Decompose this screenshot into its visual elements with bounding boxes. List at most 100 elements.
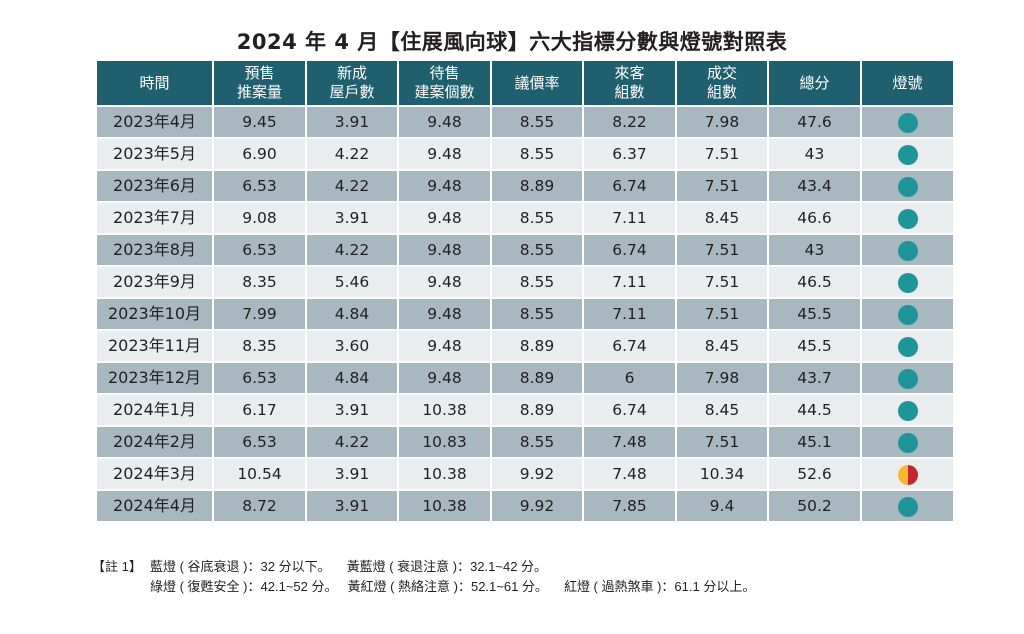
cell-deals: 7.51 <box>675 233 769 267</box>
note-yellow-red: 黃紅燈 ( 熱絡注意 )：52.1~61 分。 <box>347 579 548 594</box>
cell-unsold-projects: 10.38 <box>397 393 492 427</box>
cell-presale-volume: 6.90 <box>212 137 307 171</box>
cell-bargain-rate: 8.55 <box>490 233 584 267</box>
cell-deals: 8.45 <box>675 393 769 427</box>
column-header: 新成 屋戶數 <box>305 59 399 107</box>
cell-presale-volume: 6.53 <box>212 425 307 459</box>
notes-line-1: 【註 1】 藍燈 ( 谷底衰退 )：32 分以下。 黃藍燈 ( 衰退注意 )：32.… <box>92 557 755 577</box>
cell-unsold-projects: 10.38 <box>397 457 492 491</box>
cell-visitors: 7.11 <box>582 265 677 299</box>
cell-presale-volume: 6.53 <box>212 169 307 203</box>
cell-light <box>860 105 955 139</box>
cell-total: 43.4 <box>767 169 862 203</box>
cell-total: 43.7 <box>767 361 862 395</box>
table-row: 2023年7月 9.08 3.91 9.48 8.55 7.11 8.45 46.6 <box>95 201 955 235</box>
blue-light-icon <box>897 240 918 261</box>
blue-light-icon <box>897 400 918 421</box>
note-green: 綠燈 ( 復甦安全 )：42.1~52 分。 <box>150 579 338 594</box>
table-header-row: 時間 預售 推案量 新成 屋戶數 待售 建案個數 議價率 來客 組數 成交 組數 總分 燈號 <box>95 59 955 107</box>
cell-presale-volume: 8.72 <box>212 489 307 523</box>
table-row: 2023年8月 6.53 4.22 9.48 8.55 6.74 7.51 43 <box>95 233 955 267</box>
cell-unsold-projects: 9.48 <box>397 233 492 267</box>
column-header-line: 燈號 <box>892 73 923 92</box>
column-header-line: 總分 <box>799 73 830 92</box>
column-header-line: 來客 <box>614 64 645 82</box>
cell-bargain-rate: 8.55 <box>490 425 584 459</box>
cell-unsold-projects: 9.48 <box>397 201 492 235</box>
cell-light <box>860 201 955 235</box>
cell-visitors: 6.37 <box>582 137 677 171</box>
column-header: 燈號 <box>860 59 955 107</box>
column-header: 來客 組數 <box>582 59 677 107</box>
yellow-red-light-icon <box>897 464 918 485</box>
cell-month: 2023年10月 <box>95 297 214 331</box>
cell-new-units: 4.22 <box>305 233 399 267</box>
table-row: 2023年9月 8.35 5.46 9.48 8.55 7.11 7.51 46.5 <box>95 265 955 299</box>
cell-month: 2024年3月 <box>95 457 214 491</box>
cell-unsold-projects: 9.48 <box>397 137 492 171</box>
cell-light <box>860 361 955 395</box>
cell-unsold-projects: 10.83 <box>397 425 492 459</box>
cell-unsold-projects: 9.48 <box>397 169 492 203</box>
cell-bargain-rate: 8.89 <box>490 329 584 363</box>
table-row: 2023年12月 6.53 4.84 9.48 8.89 6 7.98 43.7 <box>95 361 955 395</box>
blue-light-icon <box>897 272 918 293</box>
table-row: 2023年10月 7.99 4.84 9.48 8.55 7.11 7.51 45.5 <box>95 297 955 331</box>
notes-label: 【註 1】 <box>92 559 142 574</box>
column-header: 總分 <box>767 59 862 107</box>
cell-month: 2023年12月 <box>95 361 214 395</box>
cell-total: 44.5 <box>767 393 862 427</box>
cell-bargain-rate: 8.89 <box>490 393 584 427</box>
column-header: 成交 組數 <box>675 59 769 107</box>
cell-total: 45.1 <box>767 425 862 459</box>
cell-presale-volume: 10.54 <box>212 457 307 491</box>
cell-total: 46.5 <box>767 265 862 299</box>
cell-visitors: 6 <box>582 361 677 395</box>
cell-bargain-rate: 8.55 <box>490 105 584 139</box>
blue-light-icon <box>897 304 918 325</box>
cell-month: 2023年11月 <box>95 329 214 363</box>
cell-presale-volume: 6.53 <box>212 233 307 267</box>
cell-deals: 7.51 <box>675 265 769 299</box>
notes-line-2: 綠燈 ( 復甦安全 )：42.1~52 分。 黃紅燈 ( 熱絡注意 )：52.1~… <box>92 577 755 597</box>
cell-new-units: 4.22 <box>305 169 399 203</box>
table-row: 2024年1月 6.17 3.91 10.38 8.89 6.74 8.45 44.5 <box>95 393 955 427</box>
column-header-line: 待售 <box>429 64 460 82</box>
cell-total: 43 <box>767 233 862 267</box>
cell-bargain-rate: 8.55 <box>490 265 584 299</box>
cell-total: 45.5 <box>767 329 862 363</box>
table-row: 2024年4月 8.72 3.91 10.38 9.92 7.85 9.4 50.2 <box>95 489 955 523</box>
cell-deals: 7.98 <box>675 105 769 139</box>
cell-visitors: 6.74 <box>582 329 677 363</box>
cell-visitors: 7.85 <box>582 489 677 523</box>
cell-unsold-projects: 10.38 <box>397 489 492 523</box>
blue-light-icon <box>897 208 918 229</box>
blue-light-icon <box>897 432 918 453</box>
table-row: 2023年11月 8.35 3.60 9.48 8.89 6.74 8.45 45.5 <box>95 329 955 363</box>
cell-unsold-projects: 9.48 <box>397 361 492 395</box>
table-row: 2023年5月 6.90 4.22 9.48 8.55 6.37 7.51 43 <box>95 137 955 171</box>
table-row: 2024年2月 6.53 4.22 10.83 8.55 7.48 7.51 45.1 <box>95 425 955 459</box>
cell-month: 2023年7月 <box>95 201 214 235</box>
note-yellow-blue: 黃藍燈 ( 衰退注意 )：32.1~42 分。 <box>346 559 548 574</box>
cell-new-units: 4.22 <box>305 137 399 171</box>
cell-deals: 7.51 <box>675 425 769 459</box>
cell-light <box>860 489 955 523</box>
cell-new-units: 3.91 <box>305 105 399 139</box>
column-header-line: 屋戶數 <box>329 83 375 101</box>
cell-presale-volume: 8.35 <box>212 329 307 363</box>
cell-month: 2024年4月 <box>95 489 214 523</box>
table-row: 2023年6月 6.53 4.22 9.48 8.89 6.74 7.51 43.4 <box>95 169 955 203</box>
cell-light <box>860 137 955 171</box>
column-header-line: 新成 <box>336 64 367 82</box>
table-row: 2023年4月 9.45 3.91 9.48 8.55 8.22 7.98 47.6 <box>95 105 955 139</box>
cell-light <box>860 425 955 459</box>
cell-bargain-rate: 9.92 <box>490 457 584 491</box>
column-header-line: 推案量 <box>236 83 282 101</box>
cell-deals: 7.98 <box>675 361 769 395</box>
cell-light <box>860 169 955 203</box>
cell-deals: 8.45 <box>675 329 769 363</box>
blue-light-icon <box>897 336 918 357</box>
table-row: 2024年3月 10.54 3.91 10.38 9.92 7.48 10.34 52.6 <box>95 457 955 491</box>
cell-unsold-projects: 9.48 <box>397 265 492 299</box>
